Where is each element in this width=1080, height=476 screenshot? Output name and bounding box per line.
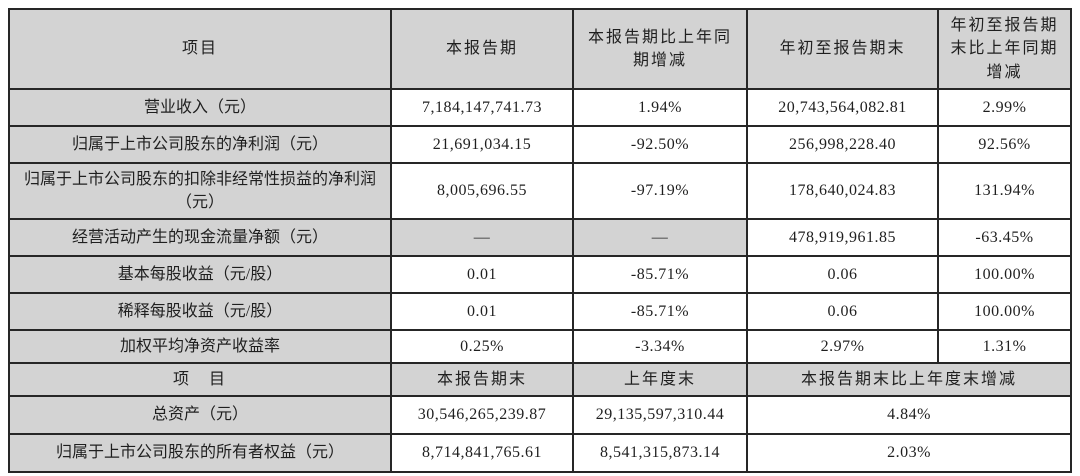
row-label: 归属于上市公司股东的所有者权益（元）: [8, 433, 392, 473]
value-cell: 100.00%: [937, 255, 1072, 294]
column-header-current-period: 本报告期: [390, 8, 574, 90]
value-cell: 8,714,841,765.61: [390, 433, 574, 473]
column-header-ytd-vs-prior: 年初至报告期末比上年同期增减: [937, 8, 1072, 90]
value-cell: 2.99%: [937, 88, 1072, 127]
value-cell: 2.97%: [746, 329, 939, 364]
value-cell: 20,743,564,082.81: [746, 88, 939, 127]
value-cell: -92.50%: [572, 125, 748, 164]
value-cell: 4.84%: [746, 395, 1072, 435]
value-cell: 21,691,034.15: [390, 125, 574, 164]
value-cell: 29,135,597,310.44: [572, 395, 748, 435]
row-label: 基本每股收益（元/股）: [8, 255, 392, 294]
value-cell: 100.00%: [937, 292, 1072, 331]
value-cell: 256,998,228.40: [746, 125, 939, 164]
value-cell: 30,546,265,239.87: [390, 395, 574, 435]
value-cell: 92.56%: [937, 125, 1072, 164]
value-cell: 0.06: [746, 255, 939, 294]
table-row-net-profit-excl-nonrecurring: 归属于上市公司股东的扣除非经常性损益的净利润（元） 8,005,696.55 -…: [8, 162, 1072, 220]
value-cell: 0.06: [746, 292, 939, 331]
quarterly-financial-table: 项目 本报告期 本报告期比上年同期增减 年初至报告期末 年初至报告期末比上年同期…: [8, 8, 1072, 473]
table-row-operating-cash-flow: 经营活动产生的现金流量净额（元） — — 478,919,961.85 -63.…: [8, 218, 1072, 257]
row-label: 归属于上市公司股东的净利润（元）: [8, 125, 392, 164]
table-header-row-2: 项 目 本报告期末 上年度末 本报告期末比上年度末增减: [8, 362, 1072, 397]
value-cell: 1.31%: [937, 329, 1072, 364]
table-row-weighted-avg-roe: 加权平均净资产收益率 0.25% -3.34% 2.97% 1.31%: [8, 329, 1072, 364]
table-row-net-profit: 归属于上市公司股东的净利润（元） 21,691,034.15 -92.50% 2…: [8, 125, 1072, 164]
value-cell: 0.01: [390, 292, 574, 331]
value-cell: 0.01: [390, 255, 574, 294]
value-cell: 1.94%: [572, 88, 748, 127]
column-header-item-2: 项 目: [8, 362, 392, 397]
table-row-revenue: 营业收入（元） 7,184,147,741.73 1.94% 20,743,56…: [8, 88, 1072, 127]
value-cell-dash: —: [390, 218, 574, 257]
row-label: 经营活动产生的现金流量净额（元）: [8, 218, 392, 257]
column-header-current-vs-prior: 本报告期比上年同期增减: [572, 8, 748, 90]
column-header-ytd: 年初至报告期末: [746, 8, 939, 90]
row-label: 稀释每股收益（元/股）: [8, 292, 392, 331]
value-cell: -3.34%: [572, 329, 748, 364]
value-cell: 2.03%: [746, 433, 1072, 473]
value-cell: 0.25%: [390, 329, 574, 364]
table-row-shareholders-equity: 归属于上市公司股东的所有者权益（元） 8,714,841,765.61 8,54…: [8, 433, 1072, 473]
table-header-row-1: 项目 本报告期 本报告期比上年同期增减 年初至报告期末 年初至报告期末比上年同期…: [8, 8, 1072, 90]
row-label: 加权平均净资产收益率: [8, 329, 392, 364]
row-label: 营业收入（元）: [8, 88, 392, 127]
table-row-basic-eps: 基本每股收益（元/股） 0.01 -85.71% 0.06 100.00%: [8, 255, 1072, 294]
value-cell: 8,541,315,873.14: [572, 433, 748, 473]
value-cell: 478,919,961.85: [746, 218, 939, 257]
column-header-item: 项目: [8, 8, 392, 90]
column-header-period-end: 本报告期末: [390, 362, 574, 397]
value-cell: -85.71%: [572, 255, 748, 294]
table-row-total-assets: 总资产（元） 30,546,265,239.87 29,135,597,310.…: [8, 395, 1072, 435]
table-row-diluted-eps: 稀释每股收益（元/股） 0.01 -85.71% 0.06 100.00%: [8, 292, 1072, 331]
value-cell: -85.71%: [572, 292, 748, 331]
column-header-prior-year-end: 上年度末: [572, 362, 748, 397]
value-cell: 8,005,696.55: [390, 162, 574, 220]
value-cell: 131.94%: [937, 162, 1072, 220]
value-cell: 7,184,147,741.73: [390, 88, 574, 127]
value-cell-dash: —: [572, 218, 748, 257]
row-label: 归属于上市公司股东的扣除非经常性损益的净利润（元）: [8, 162, 392, 220]
value-cell: 178,640,024.83: [746, 162, 939, 220]
value-cell: -97.19%: [572, 162, 748, 220]
column-header-period-end-vs-prior-year-end: 本报告期末比上年度末增减: [746, 362, 1072, 397]
row-label: 总资产（元）: [8, 395, 392, 435]
value-cell: -63.45%: [937, 218, 1072, 257]
